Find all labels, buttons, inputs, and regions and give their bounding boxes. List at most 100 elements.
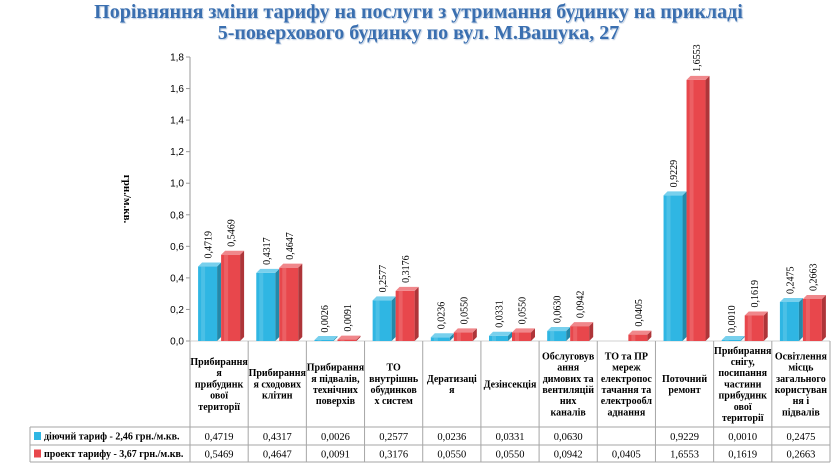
data-label: 0,2475	[785, 266, 796, 294]
table-cell: 0,2663	[786, 450, 815, 461]
bar-front	[779, 301, 799, 341]
table-cell: 0,3176	[379, 450, 408, 461]
bar-highlight	[201, 266, 206, 341]
bar-side	[391, 296, 396, 341]
table-cell: 0,2475	[786, 432, 815, 443]
bar-side	[566, 327, 571, 341]
y-tick-label: 0,6	[170, 242, 184, 253]
bar-highlight	[398, 290, 403, 341]
data-label: 0,0942	[576, 291, 587, 319]
category-label: Дезінсекція	[484, 379, 537, 390]
bar-top	[721, 336, 745, 340]
bar-side	[821, 294, 826, 341]
bar	[686, 75, 710, 341]
data-label: 0,5469	[227, 219, 238, 247]
bar-front	[512, 332, 531, 341]
category-label: Прибирання я прибудинк ової території	[190, 357, 248, 413]
bar	[430, 333, 454, 341]
bar-front	[686, 79, 706, 341]
bar-side	[217, 262, 222, 341]
data-label: 0,0550	[518, 297, 529, 325]
table-cell: 0,1619	[728, 450, 757, 461]
bar-highlight	[689, 79, 694, 341]
bar	[453, 328, 477, 341]
y-axis-label: грн./м.кв.	[121, 175, 133, 224]
category-label: Поточний ремонт	[662, 374, 707, 396]
table-cell: 0,0405	[612, 450, 641, 461]
bar-front	[489, 335, 508, 341]
table-cell: 0,0091	[321, 450, 350, 461]
bar-highlight	[224, 254, 229, 341]
y-tick-label: 0,4	[170, 273, 184, 284]
bar-front	[570, 326, 590, 341]
bar-side	[740, 336, 745, 341]
bar-highlight	[515, 332, 519, 341]
bar-highlight	[259, 272, 264, 341]
data-label: 0,0331	[495, 300, 506, 328]
bar-top	[337, 335, 361, 340]
table-cell: 0,0942	[554, 450, 583, 461]
chart-axes: 0,0 0,2 0,4 0,6 0,8 1,0 1,2 1,4 1,6 1,8	[170, 53, 830, 348]
bar-side	[798, 297, 803, 341]
bar-top	[686, 75, 710, 80]
bar-top	[779, 297, 803, 302]
table-cell: 0,9229	[670, 432, 699, 443]
category-label: Прибирання снігу, посипання частини прибудин…	[714, 346, 772, 424]
bar-highlight	[492, 335, 496, 341]
chart-title-line-1: Порівняння зміни тарифу на послуги з утр…	[94, 1, 743, 23]
bar	[337, 335, 361, 341]
table-cell: 0,0550	[437, 450, 466, 461]
table-cell: 0,2577	[379, 432, 408, 443]
bar-front	[453, 332, 473, 341]
category-label: Прибирання я сходових клітин	[249, 368, 307, 401]
bar-front	[337, 339, 357, 341]
table-cell: 0,5469	[205, 450, 234, 461]
bar-side	[356, 335, 361, 341]
bar-top	[372, 296, 396, 301]
data-label: 0,0236	[436, 302, 447, 330]
table-cell: 0,0236	[437, 432, 466, 443]
bar-top	[512, 328, 535, 333]
bar-side	[414, 286, 419, 341]
y-tick-label: 0,2	[170, 305, 184, 316]
data-label: 0,4719	[204, 231, 215, 259]
bar-top	[314, 336, 338, 340]
y-tick-label: 1,0	[170, 179, 184, 190]
data-label: 0,9229	[669, 160, 680, 188]
bar-top	[279, 263, 303, 268]
table-cell: 0,0010	[728, 432, 757, 443]
legend-label: діючий тариф - 2,46 грн./м.кв.	[44, 432, 180, 443]
bar-top	[430, 333, 454, 338]
bar	[628, 330, 652, 341]
data-label: 0,1619	[750, 280, 761, 308]
bar-front	[802, 298, 822, 341]
bar-front	[256, 272, 276, 341]
bar-highlight	[747, 315, 752, 341]
data-label: 0,0550	[459, 297, 470, 325]
bar-side	[240, 250, 245, 341]
data-label: 0,3176	[401, 255, 412, 283]
bar-highlight	[317, 340, 322, 341]
y-tick-label: 1,4	[170, 116, 184, 127]
category-label: ТО та ПР мереж електропос тачання та електро…	[601, 351, 653, 418]
bar	[744, 311, 768, 341]
bar-side	[589, 322, 594, 341]
data-label: 0,2577	[378, 265, 389, 293]
y-tick-label: 0,8	[170, 210, 184, 221]
bar	[279, 263, 303, 341]
bar-side	[647, 330, 652, 341]
bar-highlight	[340, 339, 345, 341]
data-label: 0,4317	[262, 237, 273, 265]
bar-front	[663, 195, 683, 341]
bar	[512, 328, 535, 341]
bar-front	[314, 340, 334, 341]
bar	[221, 250, 245, 341]
bar-side	[333, 336, 338, 341]
bar-front	[395, 290, 415, 341]
bar-front	[221, 254, 241, 341]
bar	[547, 327, 571, 341]
bar-side	[531, 328, 535, 341]
category-label: Дератизаці я	[427, 374, 477, 396]
